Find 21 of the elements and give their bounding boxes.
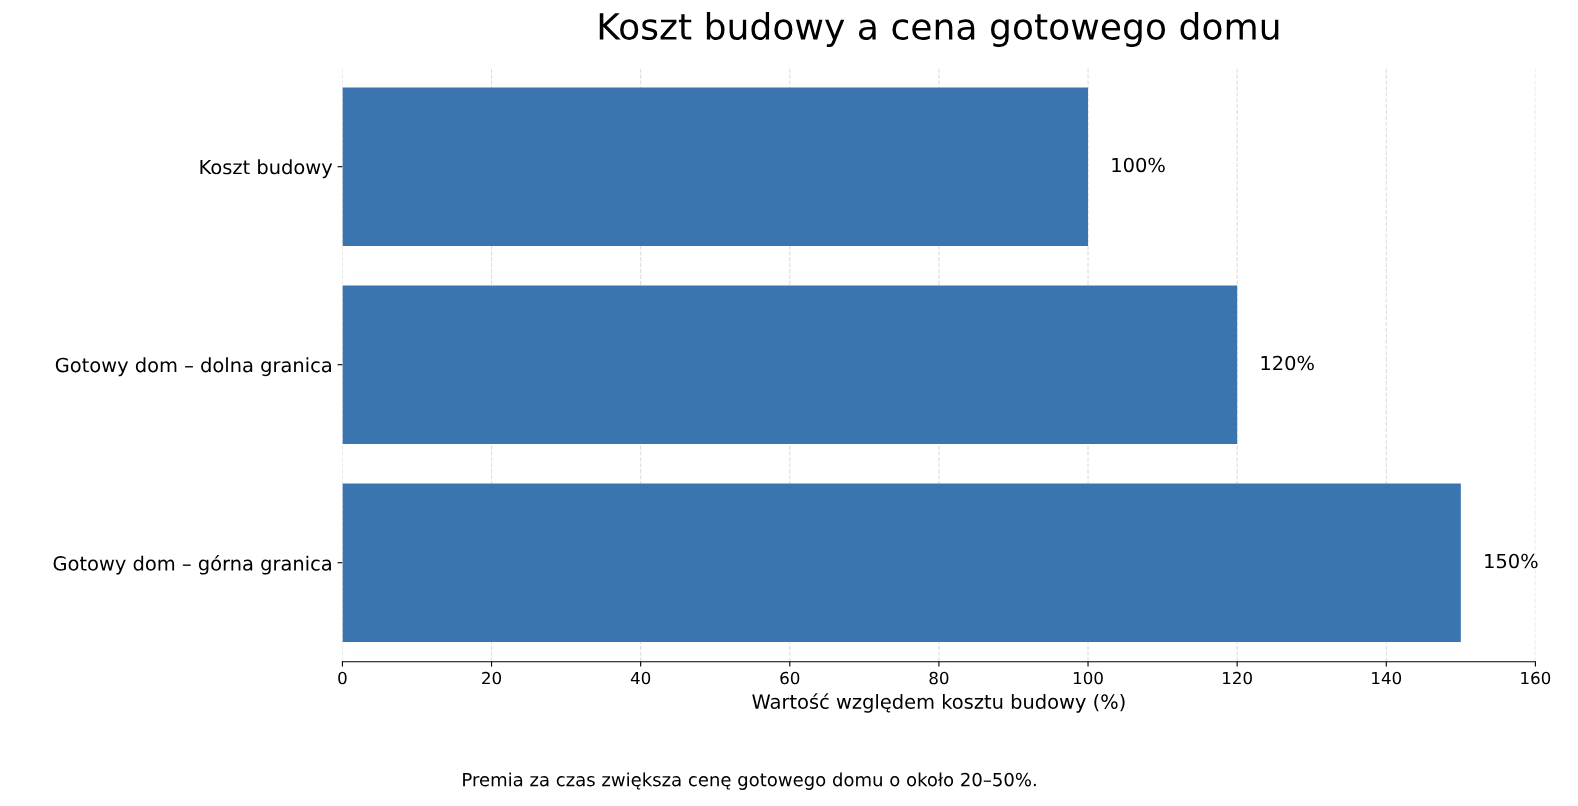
data-label: 150% — [1485, 553, 1538, 569]
data-label: 100% — [1112, 157, 1165, 173]
x-tick-label: 60 — [780, 671, 800, 685]
x-axis-title: Wartość względem kosztu budowy (%) — [752, 693, 1125, 713]
x-tick-label: 160 — [1521, 671, 1551, 685]
data-label: 120% — [1261, 355, 1314, 371]
x-tick-label: 20 — [482, 671, 502, 685]
y-tick-label: Gotowy dom – dolna granica — [55, 357, 331, 377]
x-tick-label: 120 — [1223, 671, 1252, 685]
x-tick-label: 100 — [1073, 671, 1103, 685]
bar — [342, 285, 1238, 444]
x-tick-label: 80 — [929, 671, 949, 685]
bar — [342, 87, 1089, 246]
x-tick-label: 0 — [338, 671, 347, 685]
x-tick-label: 40 — [630, 671, 651, 685]
bar — [342, 483, 1461, 642]
text: Premia za czas zwiększa cenę gotowego domu o około 20–50%. — [463, 772, 1036, 790]
x-tick-label: 140 — [1372, 671, 1402, 685]
chart-title: Koszt budowy a cena gotowego domu — [599, 12, 1279, 48]
y-tick-label: Koszt budowy — [200, 159, 333, 179]
y-tick-label: Gotowy dom – górna granica — [53, 554, 331, 575]
